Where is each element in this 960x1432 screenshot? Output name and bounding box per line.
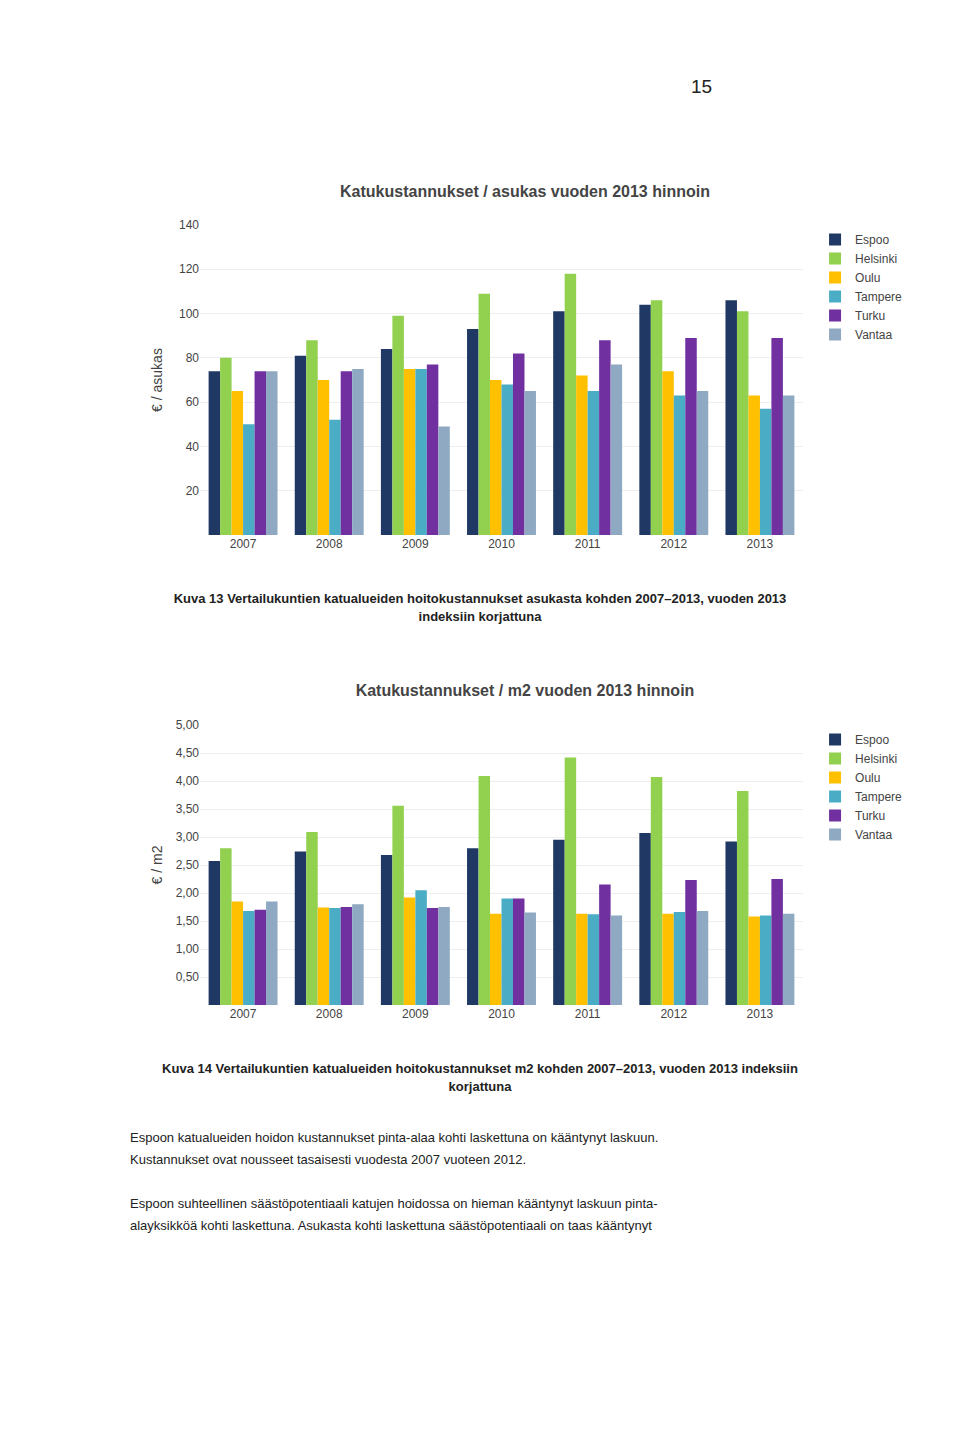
svg-text:Oulu: Oulu: [855, 271, 880, 285]
svg-text:Katukustannukset / m2 vuoden 2: Katukustannukset / m2 vuoden 2013 hinnoi…: [356, 682, 695, 699]
html-text:Kuva 14 Vertailukuntien katual: Kuva 14 Vertailukuntien katualueiden hoi…: [162, 1061, 798, 1094]
svg-text:2010: 2010: [488, 1007, 515, 1021]
svg-text:2011: 2011: [575, 537, 601, 551]
svg-text:Oulu: Oulu: [855, 771, 880, 785]
svg-text:2009: 2009: [402, 537, 429, 551]
svg-text:2013: 2013: [747, 537, 774, 551]
svg-text:2013: 2013: [747, 1007, 774, 1021]
svg-text:2008: 2008: [316, 537, 343, 551]
svg-text:2010: 2010: [488, 537, 515, 551]
svg-text:60: 60: [186, 395, 200, 409]
svg-text:4,50: 4,50: [176, 746, 200, 760]
svg-text:3,00: 3,00: [176, 830, 200, 844]
svg-text:5,00: 5,00: [176, 718, 200, 732]
svg-text:Katukustannukset / asukas vuod: Katukustannukset / asukas vuoden 2013 hi…: [340, 183, 710, 200]
svg-text:Vantaa: Vantaa: [855, 328, 892, 342]
svg-text:20: 20: [186, 484, 200, 498]
svg-text:Helsinki: Helsinki: [855, 252, 897, 266]
html-text:Espoon katualueiden hoidon kus: Espoon katualueiden hoidon kustannukset …: [130, 1130, 659, 1145]
svg-text:120: 120: [179, 262, 199, 276]
svg-text:2007: 2007: [230, 537, 257, 551]
svg-text:2008: 2008: [316, 1007, 343, 1021]
svg-text:40: 40: [186, 440, 200, 454]
html-text:15: 15: [691, 76, 713, 97]
svg-text:Tampere: Tampere: [855, 290, 902, 304]
html-text:alayksikköä kohti laskettuna.: alayksikköä kohti laskettuna. Asukasta k…: [130, 1218, 652, 1233]
html-text:Kustannukset ovat nousseet tas: Kustannukset ovat nousseet tasaisesti vu…: [130, 1152, 527, 1167]
svg-text:Espoo: Espoo: [855, 233, 889, 247]
svg-text:1,00: 1,00: [176, 942, 200, 956]
svg-text:2011: 2011: [575, 1007, 601, 1021]
svg-text:2,50: 2,50: [176, 858, 200, 872]
svg-text:Turku: Turku: [855, 809, 885, 823]
svg-text:2007: 2007: [230, 1007, 257, 1021]
svg-text:4,00: 4,00: [176, 774, 200, 788]
svg-text:Helsinki: Helsinki: [855, 752, 897, 766]
svg-text:0,50: 0,50: [176, 970, 200, 984]
svg-text:Vantaa: Vantaa: [855, 828, 892, 842]
svg-text:140: 140: [179, 218, 199, 232]
svg-text:80: 80: [186, 351, 200, 365]
svg-text:2012: 2012: [660, 537, 687, 551]
svg-text:Turku: Turku: [855, 309, 885, 323]
svg-text:2,00: 2,00: [176, 886, 200, 900]
svg-text:1,50: 1,50: [176, 914, 200, 928]
html-text:Kuva 13 Vertailukuntien katual: Kuva 13 Vertailukuntien katualueiden hoi…: [173, 591, 787, 624]
svg-text:Espoo: Espoo: [855, 733, 889, 747]
svg-text:2012: 2012: [660, 1007, 687, 1021]
svg-text:100: 100: [179, 307, 199, 321]
svg-text:€ / asukas: € / asukas: [149, 348, 165, 412]
svg-text:Tampere: Tampere: [855, 790, 902, 804]
svg-text:3,50: 3,50: [176, 802, 200, 816]
html-text:Espoon suhteellinen säästöpote: Espoon suhteellinen säästöpotentiaali ka…: [130, 1196, 658, 1211]
svg-text:€ / m2: € / m2: [149, 845, 165, 884]
svg-text:2009: 2009: [402, 1007, 429, 1021]
